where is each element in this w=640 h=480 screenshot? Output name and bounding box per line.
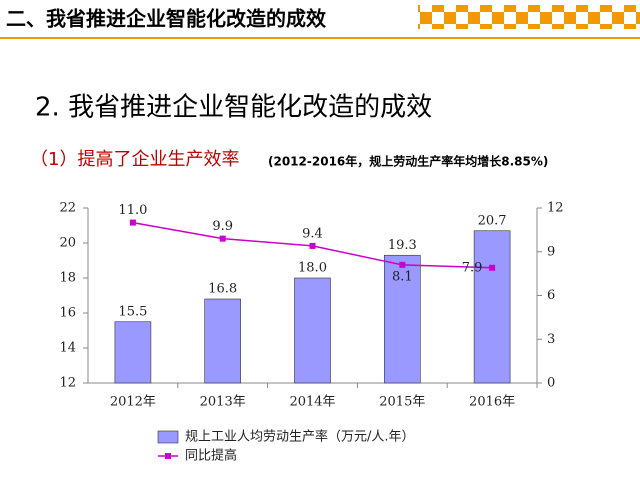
line-value-label: 7.9 bbox=[462, 260, 483, 275]
line-marker bbox=[309, 242, 316, 249]
bar-value-label: 15.5 bbox=[118, 304, 147, 319]
line-marker bbox=[489, 264, 496, 271]
bar bbox=[114, 321, 152, 384]
bar bbox=[473, 230, 511, 384]
x-tick-label: 2012年 bbox=[110, 395, 156, 410]
legend-label: 同比提高 bbox=[185, 448, 237, 464]
y-tick-label: 16 bbox=[59, 306, 76, 321]
legend-marker bbox=[165, 453, 171, 459]
bar bbox=[294, 277, 331, 384]
y2-tick-label: 9 bbox=[547, 244, 555, 259]
y-tick-label: 22 bbox=[59, 201, 76, 216]
header-title: 二、我省推进企业智能化改造的成效 bbox=[6, 7, 326, 31]
y2-tick-label: 3 bbox=[547, 332, 555, 347]
line-marker bbox=[129, 219, 136, 226]
line-marker bbox=[219, 235, 226, 242]
chart: 12 14 16 18 20 22 0 3 6 9 12 2012年 2013年 2014年 2015年 20… bbox=[59, 201, 563, 464]
header-pattern bbox=[418, 5, 640, 29]
bar bbox=[383, 254, 421, 384]
line-value-label: 8.1 bbox=[392, 269, 413, 284]
x-tick-label: 2014年 bbox=[289, 395, 335, 410]
y-tick-label: 20 bbox=[59, 236, 76, 251]
x-tick-label: 2016年 bbox=[469, 395, 515, 410]
line-value-label: 11.0 bbox=[118, 203, 147, 218]
bar-value-label: 16.8 bbox=[208, 282, 237, 297]
bar-value-label: 18.0 bbox=[298, 261, 327, 276]
y2-tick-label: 6 bbox=[547, 288, 555, 303]
slide-note: (2012-2016年，规上劳动生产率年均增长8.85%) bbox=[268, 154, 548, 169]
slide-subtitle: （1）提高了企业生产效率 bbox=[30, 149, 239, 170]
legend-swatch bbox=[157, 430, 179, 444]
bar bbox=[204, 298, 241, 384]
y2-tick-label: 0 bbox=[547, 376, 555, 391]
x-tick-label: 2013年 bbox=[200, 395, 246, 410]
x-tick-label: 2015年 bbox=[379, 395, 425, 410]
y-tick-label: 14 bbox=[59, 341, 76, 356]
y-tick-label: 12 bbox=[59, 376, 76, 391]
slide-title: 2. 我省推进企业智能化改造的成效 bbox=[35, 93, 432, 123]
y-tick-label: 18 bbox=[59, 271, 76, 286]
bar-value-label: 20.7 bbox=[478, 213, 507, 228]
line-value-label: 9.4 bbox=[302, 226, 323, 241]
line-marker bbox=[399, 261, 406, 268]
y2-tick-label: 12 bbox=[547, 201, 564, 216]
line-value-label: 9.9 bbox=[212, 219, 233, 234]
legend-label: 规上工业人均劳动生产率（万元/人.年） bbox=[185, 429, 415, 445]
bar-value-label: 19.3 bbox=[388, 238, 417, 253]
